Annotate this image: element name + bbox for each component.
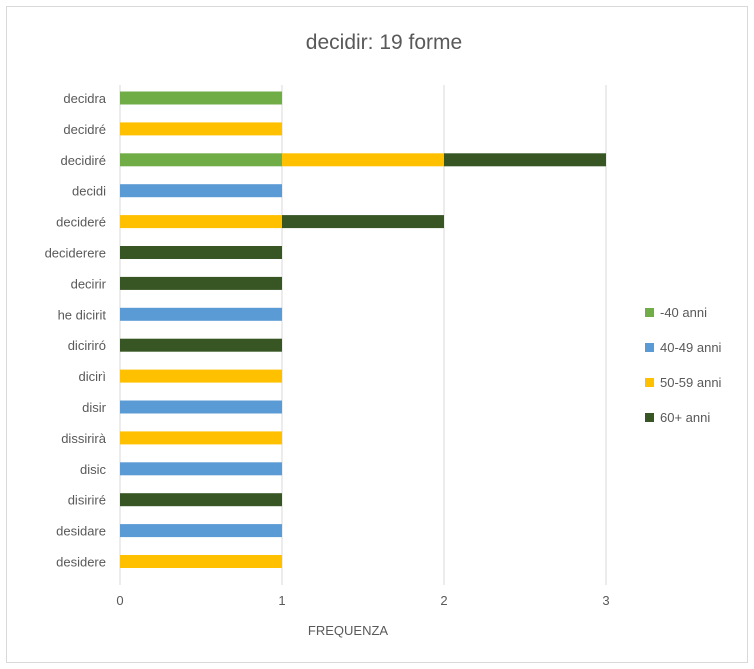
bar-2-series-0 xyxy=(120,153,282,167)
x-tick-label-0: 0 xyxy=(116,593,123,608)
category-label-13: disiriré xyxy=(68,493,106,508)
category-label-10: disir xyxy=(82,400,107,415)
x-tick-label-2: 2 xyxy=(440,593,447,608)
bar-13-series-3 xyxy=(120,493,282,507)
legend-swatch-0 xyxy=(645,308,654,317)
category-label-3: decidi xyxy=(72,184,106,199)
bar-15-series-2 xyxy=(120,555,282,568)
bar-3-series-1 xyxy=(120,184,282,198)
legend-label-2: 50-59 anni xyxy=(660,375,722,390)
category-label-2: decidiré xyxy=(60,153,106,168)
legend-label-0: -40 anni xyxy=(660,305,707,320)
bar-9-series-2 xyxy=(120,369,282,383)
x-axis-title: FREQUENZA xyxy=(308,623,389,638)
category-label-6: decirir xyxy=(71,276,107,291)
bar-2-series-3 xyxy=(444,153,606,167)
legend-label-3: 60+ anni xyxy=(660,410,710,425)
bar-14-series-1 xyxy=(120,524,282,538)
category-label-7: he dicirit xyxy=(58,307,107,322)
x-tick-label-3: 3 xyxy=(602,593,609,608)
legend-swatch-2 xyxy=(645,378,654,387)
bar-0-series-0 xyxy=(120,91,282,105)
category-label-15: desidere xyxy=(56,555,106,570)
bar-7-series-1 xyxy=(120,307,282,321)
chart-title: decidir: 19 forme xyxy=(306,31,462,54)
bar-4-series-3 xyxy=(282,215,444,229)
bar-12-series-1 xyxy=(120,462,282,476)
category-label-4: decideré xyxy=(56,215,106,230)
bar-8-series-3 xyxy=(120,338,282,352)
category-label-0: decidra xyxy=(63,91,106,106)
category-label-14: desidare xyxy=(56,524,106,539)
bar-10-series-1 xyxy=(120,400,282,414)
category-label-8: diciriró xyxy=(68,338,106,353)
category-label-1: decidré xyxy=(63,122,106,137)
bar-6-series-3 xyxy=(120,276,282,290)
bar-2-series-2 xyxy=(282,153,444,167)
x-tick-label-1: 1 xyxy=(278,593,285,608)
bar-11-series-2 xyxy=(120,431,282,445)
bar-4-series-2 xyxy=(120,215,282,229)
chart-svg: decidir: 19 forme decidra decidré decidiré d… xyxy=(45,31,722,638)
bar-5-series-3 xyxy=(120,246,282,259)
category-label-5: deciderere xyxy=(45,246,106,261)
legend-swatch-3 xyxy=(645,413,654,422)
category-label-12: disic xyxy=(80,462,107,477)
category-label-9: dicirì xyxy=(79,369,106,384)
legend-swatch-1 xyxy=(645,343,654,352)
legend-label-1: 40-49 anni xyxy=(660,340,722,355)
chart-frame: decidir: 19 forme decidra decidré decidiré d… xyxy=(6,6,748,663)
bar-1-series-2 xyxy=(120,122,282,136)
category-label-11: dissirirà xyxy=(61,431,107,446)
